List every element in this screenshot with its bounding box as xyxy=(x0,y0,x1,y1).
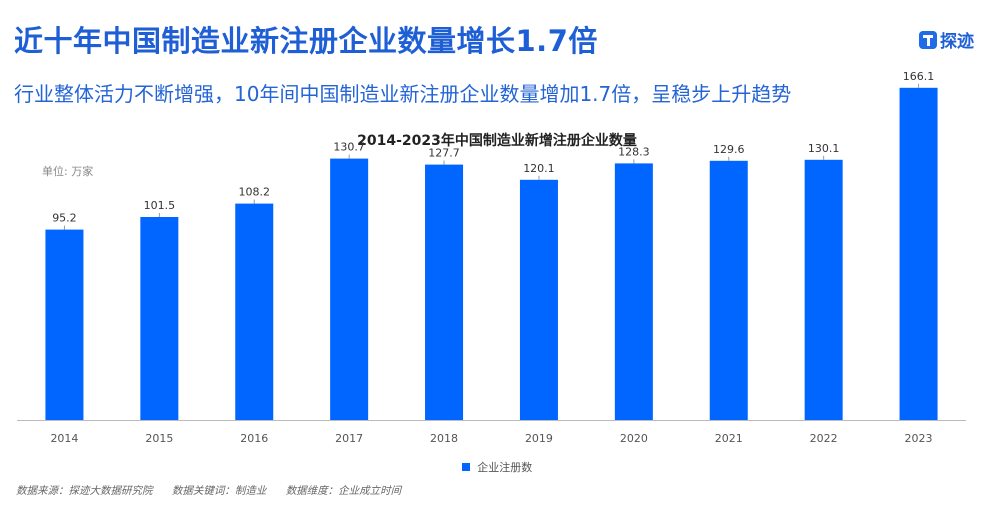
footer-dimension: 数据维度：企业成立时间 xyxy=(285,485,402,497)
legend-label: 企业注册数 xyxy=(477,461,533,474)
x-tick-label: 2019 xyxy=(525,432,553,445)
unit-label: 单位: 万家 xyxy=(42,165,94,178)
bar xyxy=(425,164,464,420)
x-tick-label: 2021 xyxy=(715,432,743,445)
x-tick-label: 2016 xyxy=(240,432,268,445)
x-tick-label: 2014 xyxy=(50,432,78,445)
x-tick-label: 2018 xyxy=(430,432,458,445)
bar xyxy=(899,87,938,421)
bar xyxy=(519,179,558,420)
x-tick-label: 2015 xyxy=(145,432,173,445)
bar xyxy=(614,163,653,420)
x-tick-label: 2022 xyxy=(810,432,838,445)
footer-source: 数据来源：探迹大数据研究院 xyxy=(16,485,153,497)
data-label: 128.3 xyxy=(618,145,650,158)
logo-text: 探迹 xyxy=(940,32,974,52)
tanji-logo-icon xyxy=(919,30,937,49)
footer-keyword: 数据关键词：制造业 xyxy=(171,485,267,497)
page-subtitle: 行业整体活力不断增强，10年间中国制造业新注册企业数量增加1.7倍，呈稳步上升趋… xyxy=(14,82,792,106)
bar xyxy=(804,159,843,421)
x-tick-label: 2017 xyxy=(335,432,363,445)
brand-logo: 探迹 xyxy=(919,27,974,52)
bar xyxy=(709,160,748,421)
bar xyxy=(330,158,369,420)
data-label: 130.7 xyxy=(333,141,365,154)
data-label: 120.1 xyxy=(523,162,555,175)
data-label: 95.2 xyxy=(52,212,77,225)
legend-swatch xyxy=(461,463,470,471)
chart-legend: 企业注册数 xyxy=(0,459,994,475)
data-label: 127.7 xyxy=(428,147,460,160)
bar xyxy=(235,203,274,420)
data-label: 101.5 xyxy=(144,199,176,212)
footer: 数据来源：探迹大数据研究院 数据关键词：制造业 数据维度：企业成立时间 xyxy=(16,483,417,498)
data-label: 108.2 xyxy=(239,186,271,199)
bar xyxy=(45,229,84,420)
data-label: 166.1 xyxy=(903,70,935,83)
page-title: 近十年中国制造业新注册企业数量增长1.7倍 xyxy=(14,24,598,58)
bar xyxy=(140,217,179,420)
x-tick-label: 2020 xyxy=(620,432,648,445)
data-label: 130.1 xyxy=(808,142,840,155)
data-label: 129.6 xyxy=(713,143,745,156)
chart-title: 2014-2023年中国制造业新增注册企业数量 xyxy=(357,133,637,149)
x-tick-label: 2023 xyxy=(905,432,933,445)
